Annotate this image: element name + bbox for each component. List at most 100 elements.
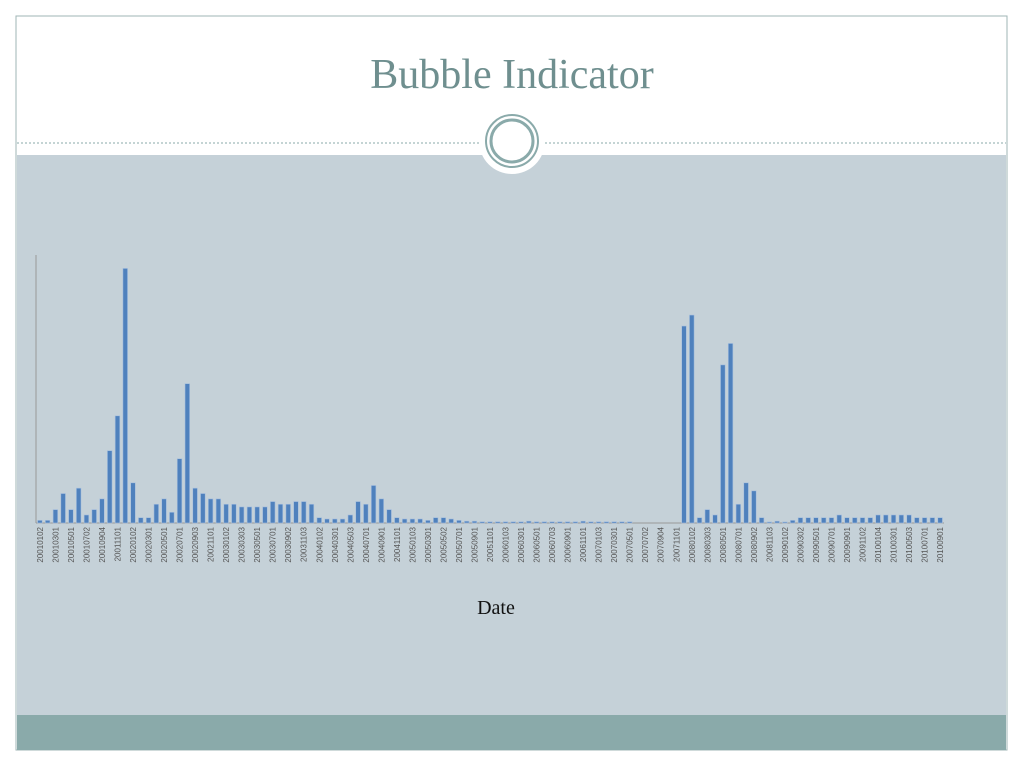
x-tick-label: 20010301 bbox=[51, 526, 60, 562]
bar bbox=[83, 514, 90, 524]
x-tick-label: 20060301 bbox=[517, 526, 526, 562]
x-tick-label: 20080303 bbox=[703, 526, 712, 562]
x-tick-label: 20031103 bbox=[300, 526, 309, 562]
bar bbox=[386, 509, 392, 524]
bar bbox=[890, 514, 897, 524]
x-tick-label: 20080701 bbox=[734, 526, 743, 562]
bar bbox=[409, 518, 416, 524]
bar bbox=[541, 521, 547, 524]
bar bbox=[316, 517, 322, 524]
bar bbox=[735, 503, 741, 524]
bar bbox=[557, 521, 563, 524]
bar bbox=[526, 520, 532, 524]
bar bbox=[215, 498, 222, 524]
x-tick-label: 20011101 bbox=[113, 526, 122, 561]
bar bbox=[270, 501, 276, 524]
bar bbox=[417, 518, 423, 524]
bar bbox=[440, 517, 447, 524]
bar bbox=[138, 517, 144, 524]
x-tick-label: 20081103 bbox=[765, 526, 774, 562]
bar bbox=[704, 509, 710, 524]
bar bbox=[107, 450, 113, 524]
bar bbox=[596, 521, 602, 524]
x-tick-label: 20070103 bbox=[595, 526, 604, 562]
bar bbox=[161, 498, 167, 524]
bar bbox=[828, 517, 835, 524]
bar bbox=[712, 514, 718, 524]
bar bbox=[37, 520, 43, 524]
bar bbox=[572, 521, 578, 524]
x-tick-label: 20100301 bbox=[890, 526, 899, 562]
bar bbox=[347, 514, 353, 524]
bar bbox=[797, 517, 804, 524]
bar bbox=[518, 521, 524, 524]
bar bbox=[363, 503, 369, 524]
bar bbox=[627, 521, 633, 524]
bar bbox=[611, 521, 617, 524]
bar bbox=[122, 268, 128, 524]
bar bbox=[696, 517, 703, 524]
x-tick-label: 20060901 bbox=[564, 526, 573, 562]
x-tick-label: 20040301 bbox=[331, 526, 340, 562]
bar bbox=[91, 509, 97, 524]
bar bbox=[76, 487, 82, 524]
x-tick-label: 20030303 bbox=[238, 526, 247, 562]
bar bbox=[844, 517, 850, 524]
bar bbox=[293, 501, 299, 524]
bar bbox=[751, 490, 757, 524]
x-tick-label: 20050901 bbox=[470, 526, 479, 562]
x-tick-label: 20070501 bbox=[626, 526, 635, 562]
bar bbox=[60, 493, 66, 524]
bar bbox=[332, 518, 338, 524]
x-tick-label: 20040102 bbox=[315, 526, 324, 562]
bar bbox=[231, 503, 237, 524]
x-axis-label: Date bbox=[477, 597, 515, 619]
bar bbox=[355, 501, 361, 524]
x-tick-label: 20061101 bbox=[579, 526, 588, 562]
bar bbox=[782, 521, 788, 524]
x-tick-label: 20080902 bbox=[750, 526, 759, 562]
x-tick-label: 20020501 bbox=[160, 526, 169, 562]
x-tick-label: 20020903 bbox=[191, 526, 200, 562]
x-tick-label: 20090701 bbox=[827, 526, 836, 562]
x-tick-label: 20020301 bbox=[145, 526, 154, 562]
x-tick-label: 20090302 bbox=[796, 526, 805, 562]
x-tick-label: 20010702 bbox=[82, 526, 91, 562]
bar bbox=[394, 517, 400, 524]
bar bbox=[774, 520, 780, 524]
bar bbox=[471, 520, 478, 524]
x-tick-label: 20070904 bbox=[657, 526, 666, 562]
x-tick-label: 20100901 bbox=[936, 526, 945, 562]
bar bbox=[502, 521, 509, 524]
x-tick-label: 20010102 bbox=[36, 526, 45, 562]
bar bbox=[246, 506, 253, 524]
x-tick-label: 20051101 bbox=[486, 526, 495, 562]
bar bbox=[727, 343, 734, 524]
x-tick-label: 20050502 bbox=[439, 526, 448, 562]
x-tick-label: 20040701 bbox=[362, 526, 371, 562]
bar bbox=[254, 506, 260, 524]
bar bbox=[130, 482, 136, 524]
bar bbox=[603, 521, 610, 524]
bar bbox=[487, 521, 493, 524]
bar bbox=[790, 520, 796, 524]
bar bbox=[192, 487, 198, 524]
bar bbox=[68, 509, 74, 524]
bar bbox=[184, 383, 190, 524]
bar bbox=[549, 521, 555, 524]
bar bbox=[689, 314, 695, 524]
x-tick-label: 20100701 bbox=[921, 526, 930, 562]
bar bbox=[277, 503, 284, 524]
bar bbox=[921, 517, 928, 524]
ornament-ring bbox=[485, 114, 539, 168]
bar bbox=[867, 517, 873, 524]
bar bbox=[929, 517, 935, 524]
bar bbox=[766, 521, 773, 524]
x-tick-label: 20030501 bbox=[253, 526, 262, 562]
bar bbox=[169, 511, 175, 524]
bar bbox=[510, 521, 516, 524]
x-tick-label: 20020102 bbox=[129, 526, 138, 562]
x-tick-label: 20050103 bbox=[408, 526, 417, 562]
x-tick-label: 20090501 bbox=[812, 526, 821, 562]
x-tick-label: 20041101 bbox=[393, 526, 402, 562]
